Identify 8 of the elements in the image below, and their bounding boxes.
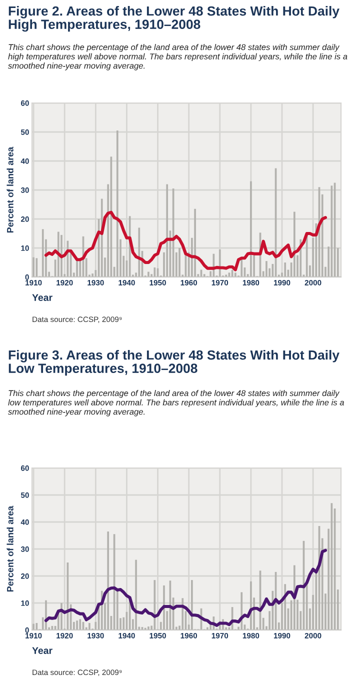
y-axis-title: Percent of land area — [6, 146, 14, 233]
chart-title: Figure 2. Areas of the Lower 48 States With Hot Daily High Temperatures, 1910–2008 — [8, 6, 340, 32]
y-axis-title: Percent of land area — [6, 506, 14, 592]
chart-title: Figure 3. Areas of the Lower 48 States With Hot Daily Low Temperatures, 1910–2008 — [8, 350, 340, 376]
chart-subtitle: This chart shows the percentage of the land area of the lower 48 states with summer daily low temperatures well above normal. The bars represent individual years, while the line is a smoothed nine-year moving average. — [8, 390, 344, 416]
x-axis-title: Year — [32, 647, 52, 654]
chart-subtitle: This chart shows the percentage of the land area of the lower 48 states with summer daily high temperatures well above normal. The bars represent individual years, while the line is a smoothed nine-year moving average. — [8, 44, 348, 70]
x-axis-title: Year — [32, 294, 52, 301]
